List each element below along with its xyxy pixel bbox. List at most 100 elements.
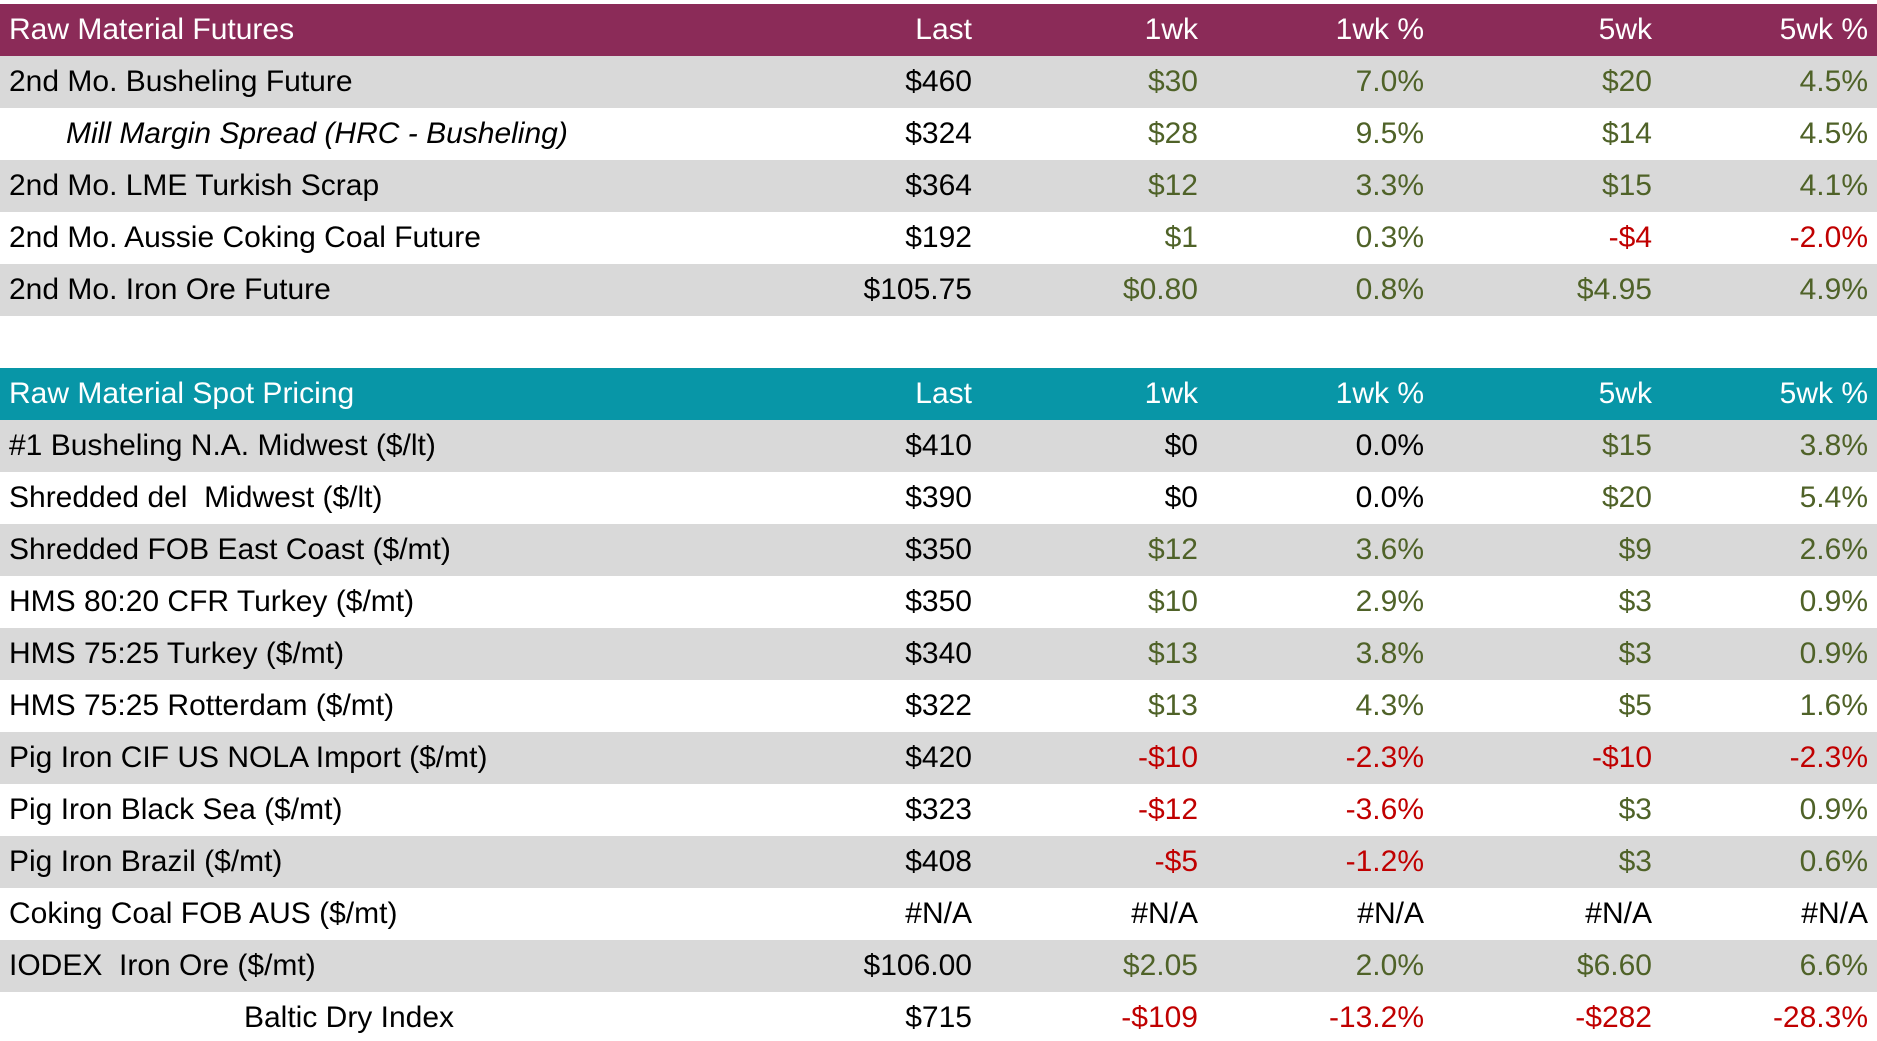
row-label: Shredded del Midwest ($/lt) — [9, 481, 383, 514]
table-row: 2nd Mo. Aussie Coking Coal Future $192 $… — [0, 212, 1877, 264]
cell-last: $105.75 — [863, 273, 972, 306]
cell-5wk-pct: 1.6% — [1799, 689, 1868, 722]
row-label: Pig Iron Brazil ($/mt) — [9, 845, 283, 878]
table-row: Pig Iron Black Sea ($/mt) $323 -$12 -3.6… — [0, 784, 1877, 836]
col-header-5wk: 5wk — [1598, 377, 1652, 410]
cell-1wk-pct: 7.0% — [1355, 65, 1424, 98]
cell-1wk-pct: -1.2% — [1345, 845, 1424, 878]
row-label: Coking Coal FOB AUS ($/mt) — [9, 897, 398, 930]
cell-last: $408 — [905, 845, 972, 878]
cell-5wk-pct: 5.4% — [1799, 481, 1868, 514]
cell-1wk: #N/A — [1131, 897, 1198, 930]
cell-5wk-pct: 0.9% — [1799, 793, 1868, 826]
table-row: #1 Busheling N.A. Midwest ($/lt) $410 $0… — [0, 420, 1877, 472]
cell-last: $350 — [905, 533, 972, 566]
cell-5wk-pct: 4.9% — [1799, 273, 1868, 306]
row-label: 2nd Mo. Busheling Future — [9, 65, 353, 98]
col-header-5wk-pct: 5wk % — [1779, 377, 1868, 410]
cell-last: $322 — [905, 689, 972, 722]
cell-5wk: $3 — [1618, 585, 1652, 618]
row-label: 2nd Mo. Aussie Coking Coal Future — [9, 221, 481, 254]
cell-1wk: $0 — [1164, 481, 1198, 514]
col-header-last: Last — [915, 377, 972, 410]
cell-5wk-pct: 4.5% — [1799, 65, 1868, 98]
cell-1wk: $0.80 — [1122, 273, 1198, 306]
table-row: Coking Coal FOB AUS ($/mt) #N/A #N/A #N/… — [0, 888, 1877, 940]
cell-1wk: $30 — [1147, 65, 1198, 98]
cell-5wk-pct: 0.9% — [1799, 637, 1868, 670]
cell-last: $410 — [905, 429, 972, 462]
table-row: HMS 75:25 Rotterdam ($/mt) $322 $13 4.3%… — [0, 680, 1877, 732]
row-label: Mill Margin Spread (HRC - Busheling) — [66, 117, 568, 150]
cell-last: $460 — [905, 65, 972, 98]
table-row: HMS 75:25 Turkey ($/mt) $340 $13 3.8% $3… — [0, 628, 1877, 680]
row-label: HMS 75:25 Rotterdam ($/mt) — [9, 689, 395, 722]
cell-5wk: #N/A — [1585, 897, 1652, 930]
cell-5wk: $9 — [1618, 533, 1652, 566]
cell-5wk: $15 — [1601, 169, 1652, 202]
cell-5wk-pct: 4.1% — [1799, 169, 1868, 202]
cell-5wk: $4.95 — [1576, 273, 1652, 306]
table-row: IODEX Iron Ore ($/mt) $106.00 $2.05 2.0%… — [0, 940, 1877, 992]
row-label: Pig Iron CIF US NOLA Import ($/mt) — [9, 741, 488, 774]
cell-1wk-pct: 3.6% — [1355, 533, 1424, 566]
section-title: Raw Material Spot Pricing — [9, 377, 355, 410]
section-spacer — [0, 316, 1877, 368]
row-label: HMS 80:20 CFR Turkey ($/mt) — [9, 585, 415, 618]
cell-5wk: $5 — [1618, 689, 1652, 722]
table-row: 2nd Mo. LME Turkish Scrap $364 $12 3.3% … — [0, 160, 1877, 212]
cell-5wk-pct: 2.6% — [1799, 533, 1868, 566]
cell-1wk: $12 — [1147, 169, 1198, 202]
cell-5wk: $20 — [1601, 65, 1652, 98]
cell-1wk-pct: -13.2% — [1328, 1001, 1424, 1034]
cell-1wk-pct: 0.8% — [1355, 273, 1424, 306]
cell-1wk: -$10 — [1137, 741, 1198, 774]
cell-last: $364 — [905, 169, 972, 202]
cell-1wk: $0 — [1164, 429, 1198, 462]
cell-1wk-pct: 0.0% — [1355, 481, 1424, 514]
cell-1wk-pct: 9.5% — [1355, 117, 1424, 150]
cell-5wk: $3 — [1618, 637, 1652, 670]
table-row: Shredded del Midwest ($/lt) $390 $0 0.0%… — [0, 472, 1877, 524]
cell-5wk-pct: 0.6% — [1799, 845, 1868, 878]
cell-5wk: $6.60 — [1576, 949, 1652, 982]
cell-last: $350 — [905, 585, 972, 618]
cell-5wk: $20 — [1601, 481, 1652, 514]
row-label: 2nd Mo. LME Turkish Scrap — [9, 169, 380, 202]
cell-1wk: $1 — [1164, 221, 1198, 254]
cell-5wk: -$10 — [1591, 741, 1652, 774]
cell-5wk-pct: -28.3% — [1772, 1001, 1868, 1034]
cell-1wk: $10 — [1147, 585, 1198, 618]
section-header: Raw Material Spot Pricing Last 1wk 1wk %… — [0, 368, 1877, 420]
cell-last: $715 — [905, 1001, 972, 1034]
cell-5wk-pct: 0.9% — [1799, 585, 1868, 618]
cell-1wk: $28 — [1147, 117, 1198, 150]
table-row: 2nd Mo. Iron Ore Future $105.75 $0.80 0.… — [0, 264, 1877, 316]
cell-1wk: -$109 — [1121, 1001, 1198, 1034]
cell-last: $340 — [905, 637, 972, 670]
cell-1wk-pct: 2.0% — [1355, 949, 1424, 982]
row-label: Baltic Dry Index — [243, 1001, 455, 1034]
cell-1wk: -$12 — [1137, 793, 1198, 826]
table-row: 2nd Mo. Busheling Future $460 $30 7.0% $… — [0, 56, 1877, 108]
cell-1wk-pct: 0.3% — [1355, 221, 1424, 254]
cell-5wk-pct: 4.5% — [1799, 117, 1868, 150]
col-header-1wk: 1wk — [1144, 377, 1198, 410]
cell-1wk-pct: 3.8% — [1355, 637, 1424, 670]
table-row: HMS 80:20 CFR Turkey ($/mt) $350 $10 2.9… — [0, 576, 1877, 628]
col-header-1wk-pct: 1wk % — [1335, 13, 1424, 46]
row-label: #1 Busheling N.A. Midwest ($/lt) — [9, 429, 436, 462]
row-label: IODEX Iron Ore ($/mt) — [9, 949, 316, 982]
cell-1wk-pct: -3.6% — [1345, 793, 1424, 826]
cell-1wk-pct: 3.3% — [1355, 169, 1424, 202]
row-label: HMS 75:25 Turkey ($/mt) — [9, 637, 345, 670]
cell-1wk: -$5 — [1154, 845, 1198, 878]
cell-last: $323 — [905, 793, 972, 826]
cell-1wk-pct: #N/A — [1357, 897, 1424, 930]
cell-1wk-pct: 0.0% — [1355, 429, 1424, 462]
cell-1wk: $2.05 — [1122, 949, 1198, 982]
col-header-5wk-pct: 5wk % — [1779, 13, 1868, 46]
cell-5wk-pct: -2.0% — [1789, 221, 1868, 254]
table-row: Mill Margin Spread (HRC - Busheling) $32… — [0, 108, 1877, 160]
